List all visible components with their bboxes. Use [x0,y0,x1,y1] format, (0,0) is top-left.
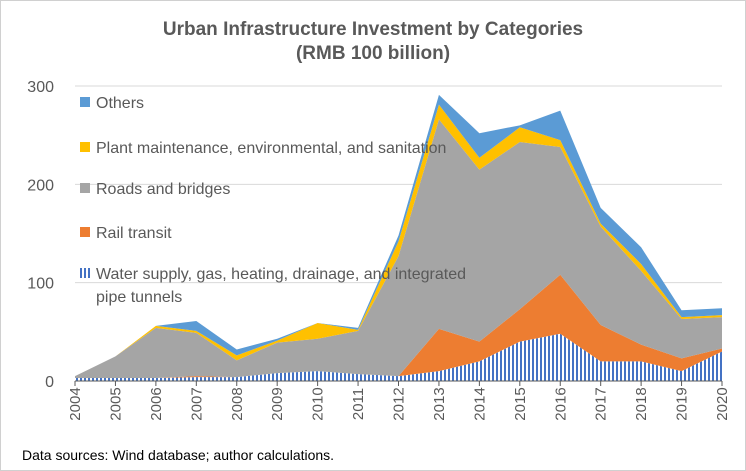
x-tick-label: 2015 [512,387,529,420]
plot-area [75,94,722,381]
x-tick-label: 2008 [229,387,246,420]
area-series-0 [75,333,722,381]
legend-label: Plant maintenance, environmental, and sa… [96,140,446,157]
axes: 2004 2005 2006 2007 2008 2009 2010 2011 2012 2013… [27,79,731,421]
area-series-2 [75,119,722,379]
x-tick-label: 2017 [593,387,610,420]
legend-label: pipe tunnels [96,289,182,306]
x-tick-label: 2014 [471,387,488,420]
legend-label: Water supply, gas, heating, drainage, an… [96,266,466,283]
y-tick-label: 300 [27,79,54,96]
chart-title-line1: Urban Infrastructure Investment by Categ… [162,19,584,40]
legend: Others Plant maintenance, environmental, … [80,95,466,306]
y-tick-label: 200 [27,177,54,194]
legend-label: Roads and bridges [96,181,230,198]
x-tick-label: 2018 [633,387,650,420]
legend-swatch [80,183,90,193]
chart-title-line2: (RMB 100 billion) [295,43,451,64]
legend-swatch [80,227,90,237]
area-series-1 [75,274,722,379]
y-tick-label: 100 [27,276,54,293]
legend-label: Others [96,95,144,112]
x-tick-label: 2019 [674,387,691,420]
legend-swatch [80,97,90,107]
x-tick-label: 2020 [714,387,731,420]
x-tick-label: 2004 [67,387,84,420]
legend-swatch [80,268,90,278]
x-tick-label: 2010 [310,387,327,420]
x-tick-label: 2006 [148,387,165,420]
x-tick-label: 2011 [350,388,367,420]
chart-title: Urban Infrastructure Investment by Categ… [0,18,746,66]
y-tick-label: 0 [45,374,54,391]
x-tick-label: 2012 [391,387,408,420]
x-tick-label: 2013 [431,387,448,420]
x-tick-label: 2016 [552,387,569,420]
x-tick-label: 2009 [269,387,286,420]
x-tick-label: 2007 [188,387,205,420]
legend-label: Rail transit [96,225,172,242]
legend-swatch [80,142,90,152]
source-note: Data sources: Wind database; author calc… [22,447,335,463]
x-tick-label: 2005 [107,387,124,420]
